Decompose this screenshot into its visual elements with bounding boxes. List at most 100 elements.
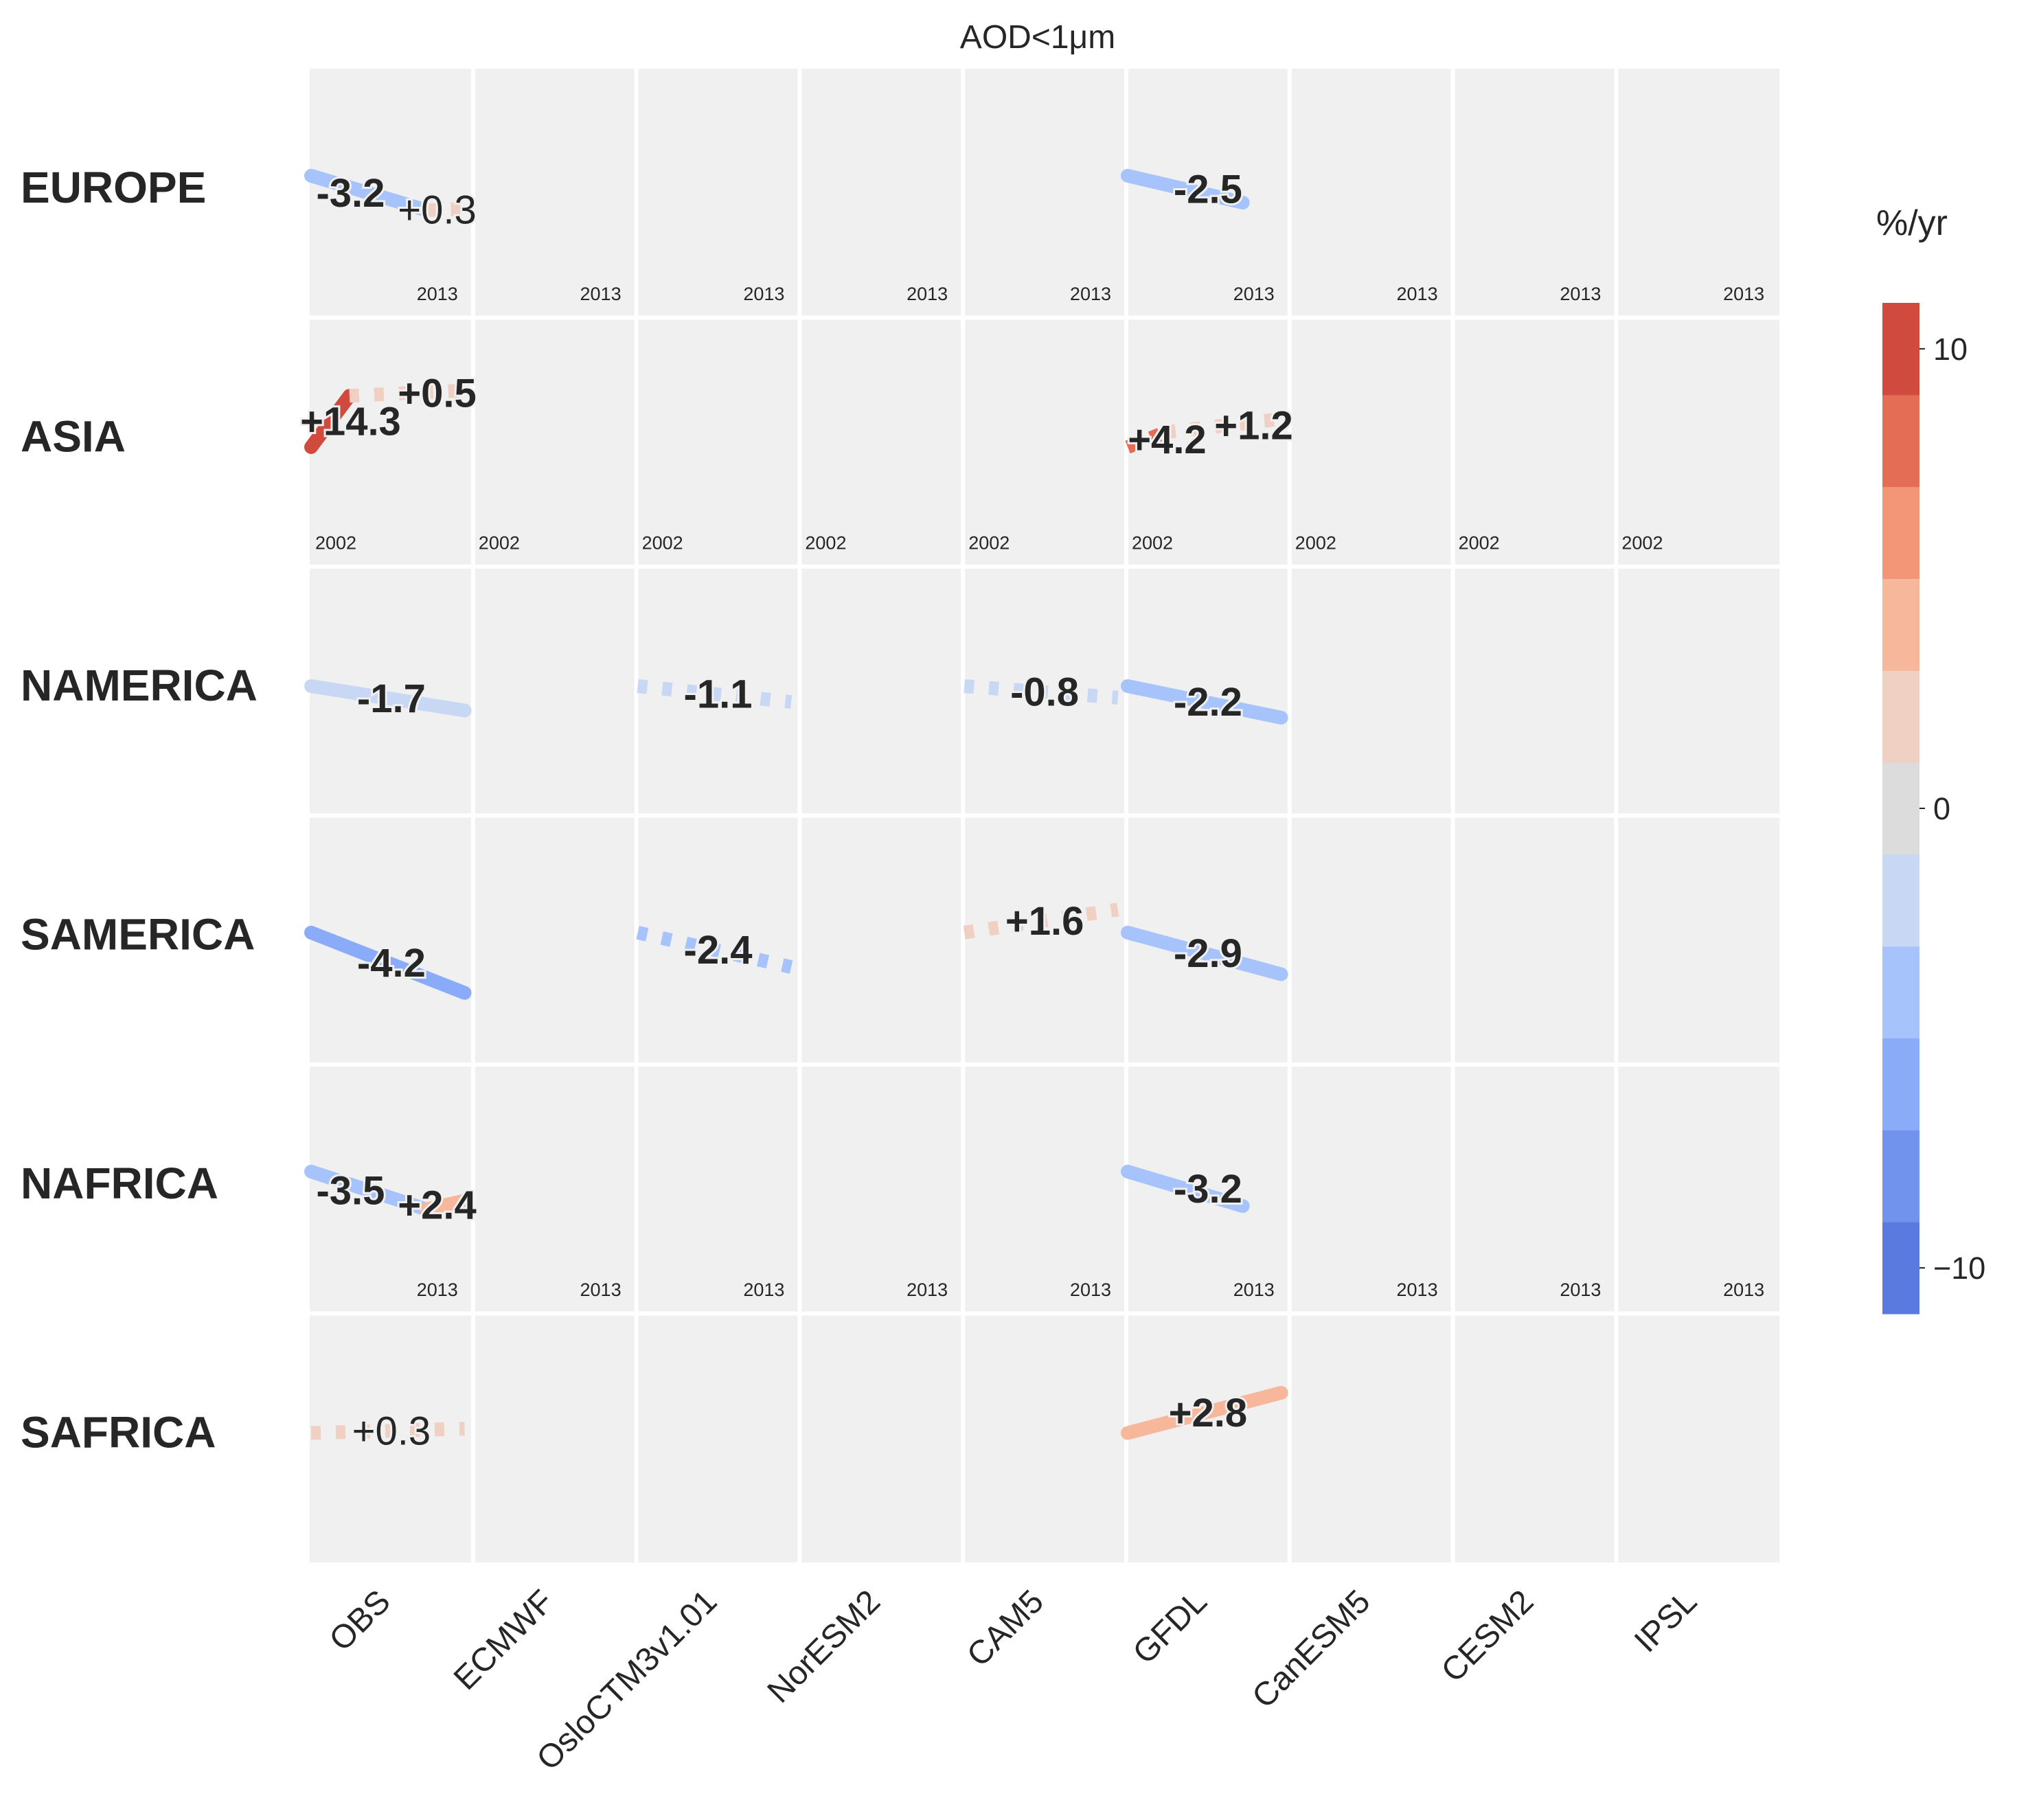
trend-europe-obs-segment-1: [304, 168, 433, 218]
trend-asia-gfdl-segment-2: [1165, 412, 1282, 439]
model-label-cesm2: CESM2: [1435, 1583, 1540, 1689]
value-label-nafrica-obs-1: -3.5: [316, 1168, 385, 1213]
trend-lines: [304, 168, 1288, 1440]
colorbar-bin-4: [1882, 946, 1919, 1039]
year-label-nafrica-noresm2: 2013: [907, 1279, 948, 1300]
value-label-safrica-obs-1: +0.3: [352, 1409, 431, 1453]
year-label-nafrica-gfdl: 2013: [1233, 1279, 1275, 1300]
trend-samerica-osloctm3v1-01-segment-1: [636, 926, 793, 974]
trend-safrica-gfdl-segment-1: [1121, 1385, 1288, 1440]
model-label-noresm2: NorESM2: [761, 1583, 888, 1710]
region-label-nafrica: NAFRICA: [21, 1159, 218, 1208]
trend-asia-obs-segment-1: [304, 389, 356, 454]
colorbar-bin-5: [1882, 854, 1919, 947]
colorbar-unit-label: %/yr: [1876, 203, 1948, 243]
year-label-nafrica-ipsl: 2013: [1723, 1279, 1764, 1300]
value-label-namerica-osloctm3v1-01-1: -1.1: [684, 672, 753, 716]
year-label-europe-noresm2: 2013: [907, 284, 948, 304]
chart-title: AOD<1μm: [960, 19, 1115, 56]
value-label-samerica-osloctm3v1-01-1: -2.4: [684, 928, 753, 972]
year-label-asia-canesm5: 2002: [1295, 533, 1336, 554]
year-label-europe-ecmwf: 2013: [580, 284, 622, 304]
year-label-asia-obs: 2002: [315, 533, 356, 554]
model-label-gfdl: GFDL: [1126, 1583, 1214, 1671]
value-label-nafrica-obs-2: +2.4: [398, 1183, 477, 1227]
colorbar-bin-6: [1882, 762, 1919, 855]
year-label-europe-obs: 2013: [417, 284, 458, 304]
trend-safrica-obs-segment-1: [310, 1422, 465, 1440]
year-label-asia-ipsl: 2002: [1621, 533, 1663, 554]
value-label-asia-obs-2: +0.5: [398, 371, 477, 416]
year-label-europe-cesm2: 2013: [1560, 284, 1601, 304]
value-label-europe-obs-2: +0.3: [398, 187, 477, 232]
colorbar-tick-label: 10: [1933, 332, 1968, 367]
trend-samerica-gfdl-segment-1: [1121, 925, 1288, 981]
colorbar-bin-8: [1882, 578, 1919, 671]
trend-namerica-obs-segment-1: [304, 679, 472, 718]
trend-nafrica-gfdl-segment-1: [1121, 1164, 1250, 1214]
year-label-asia-cesm2: 2002: [1459, 533, 1500, 554]
trend-asia-gfdl-segment-1: [1125, 425, 1169, 454]
colorbar-tick-label: 0: [1933, 791, 1950, 826]
value-label-asia-gfdl-2: +1.2: [1214, 404, 1293, 448]
colorbar-tick-labels: 10 0 −10: [1919, 332, 1985, 1286]
trend-namerica-gfdl-segment-1: [1121, 679, 1288, 725]
year-label-nafrica-ecmwf: 2013: [580, 1279, 622, 1300]
year-label-nafrica-canesm5: 2013: [1397, 1279, 1438, 1300]
value-label-safrica-gfdl-1: +2.8: [1169, 1391, 1248, 1435]
trend-namerica-osloctm3v1-01-segment-1: [637, 679, 793, 709]
model-label-ecmwf: ECMWF: [447, 1583, 561, 1697]
colorbar-bin-1: [1882, 1222, 1919, 1315]
year-label-asia-osloctm3v1-01: 2002: [642, 533, 683, 554]
year-label-asia-cam5: 2002: [968, 533, 1010, 554]
panel-grid: [310, 69, 1780, 1562]
year-label-nafrica-obs: 2013: [417, 1279, 458, 1300]
colorbar-bins: [1882, 303, 1919, 1315]
year-label-nafrica-osloctm3v1-01: 2013: [743, 1279, 784, 1300]
model-label-canesm5: CanESM5: [1245, 1583, 1377, 1715]
region-label-safrica: SAFRICA: [21, 1408, 216, 1457]
value-label-samerica-cam5-1: +1.6: [1005, 899, 1084, 944]
colorbar-bin-10: [1882, 394, 1919, 488]
year-label-asia-ecmwf: 2002: [479, 533, 520, 554]
value-label-asia-obs-1: +14.3: [300, 400, 401, 444]
trend-asia-obs-segment-2: [349, 383, 465, 403]
trend-europe-obs-segment-2: [426, 202, 465, 218]
colorbar-bin-9: [1882, 486, 1919, 579]
year-label-asia-noresm2: 2002: [805, 533, 846, 554]
colorbar-tick-label: −10: [1933, 1251, 1985, 1286]
year-label-nafrica-cesm2: 2013: [1560, 1279, 1601, 1300]
value-label-namerica-gfdl-1: -2.2: [1174, 680, 1242, 725]
model-label-osloctm3v1-01: OsloCTM3v1.01: [530, 1583, 725, 1777]
region-label-namerica: NAMERICA: [21, 661, 258, 710]
trend-nafrica-obs-segment-1: [304, 1164, 433, 1216]
value-label-nafrica-gfdl-1: -3.2: [1174, 1167, 1242, 1212]
year-label-europe-ipsl: 2013: [1723, 284, 1764, 304]
year-labels: 2013 2013 2013 2013 2013 2013 2013 2013 2013 2002…: [315, 284, 1764, 1300]
region-label-samerica: SAMERICA: [21, 910, 255, 959]
trend-europe-gfdl-segment-1: [1121, 168, 1250, 210]
trend-samerica-cam5-segment-1: [963, 902, 1119, 940]
value-label-namerica-obs-1: -1.7: [357, 676, 426, 721]
colorbar-bin-3: [1882, 1038, 1919, 1130]
trend-value-labels: -3.2 +0.3 -2.5 +14.3+0.5 +4.2 +1.2 -1.7 -1.1 -0.…: [298, 165, 1295, 1455]
year-label-nafrica-cam5: 2013: [1070, 1279, 1111, 1300]
year-label-europe-gfdl: 2013: [1233, 284, 1275, 304]
year-label-europe-canesm5: 2013: [1397, 284, 1438, 304]
colorbar: %/yr 10 0 −10: [1876, 203, 1985, 1315]
region-label-asia: ASIA: [21, 412, 126, 462]
model-label-obs: OBS: [323, 1583, 398, 1658]
value-label-europe-obs-1: -3.2: [316, 171, 385, 216]
value-label-asia-gfdl-1: +4.2: [1128, 418, 1207, 462]
colorbar-bin-7: [1882, 670, 1919, 763]
colorbar-bin-2: [1882, 1130, 1919, 1222]
year-label-europe-osloctm3v1-01: 2013: [743, 284, 784, 304]
trend-namerica-cam5-segment-1: [964, 679, 1119, 705]
trend-nafrica-obs-segment-2: [419, 1194, 472, 1216]
value-label-samerica-obs-1: -4.2: [357, 941, 426, 986]
trend-samerica-obs-segment-1: [304, 925, 472, 1000]
colorbar-bin-11: [1882, 303, 1919, 396]
value-label-europe-gfdl-1: -2.5: [1174, 167, 1242, 212]
